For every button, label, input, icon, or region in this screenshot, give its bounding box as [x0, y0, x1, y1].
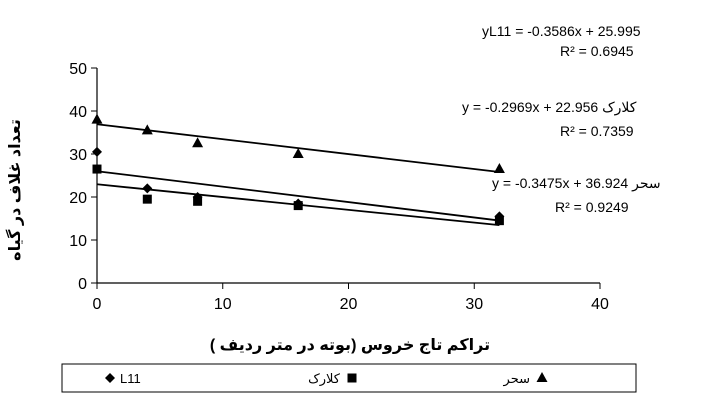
y-tick-label: 30	[69, 147, 87, 164]
r2-l11: R² = 0.6945	[560, 43, 634, 59]
r2-clark: R² = 0.7359	[560, 123, 634, 139]
x-tick-label: 0	[93, 296, 102, 313]
legend-items: L11 کلارک سحر	[105, 371, 548, 387]
point-diamond	[142, 183, 153, 194]
axes: 0 10 20 30 40 50 0 10 20 30 40	[69, 61, 609, 313]
x-tick-label: 10	[214, 296, 232, 313]
trendline-diamond	[96, 170, 500, 222]
data-points	[91, 113, 505, 226]
y-axis-title: تعداد غلاف در گیاه	[5, 119, 24, 261]
point-square	[142, 194, 152, 204]
equation-l11: yL11 = -0.3586x + 25.995	[482, 23, 641, 39]
point-square	[92, 164, 102, 174]
equation-labels: yL11 = -0.3586x + 25.995 R² = 0.6945 y =…	[462, 23, 661, 215]
point-triangle	[493, 163, 505, 174]
legend-label-square: کلارک	[308, 371, 341, 387]
y-tick-label: 40	[69, 104, 87, 121]
legend-label-diamond: L11	[120, 371, 141, 386]
point-square	[293, 201, 303, 211]
legend-marker-diamond	[105, 373, 115, 383]
point-square	[193, 196, 203, 206]
equation-clark: y = -0.2969x + 22.956 کلارک	[462, 99, 637, 116]
equation-sahar: y = -0.3475x + 36.924 سحر	[492, 175, 661, 192]
point-triangle	[141, 124, 153, 135]
point-triangle	[192, 137, 204, 148]
r2-sahar: R² = 0.9249	[555, 199, 629, 215]
y-tick-label: 20	[69, 190, 87, 207]
legend: L11 کلارک سحر	[61, 363, 637, 393]
x-tick-label: 30	[465, 296, 483, 313]
point-triangle	[91, 113, 103, 124]
x-tick-label: 40	[591, 296, 609, 313]
point-diamond	[92, 146, 102, 157]
x-axis-title: تراکم تاج خروس (بوته در متر ردیف )	[210, 337, 490, 354]
y-tick-label: 10	[69, 233, 87, 250]
x-tick-label: 20	[340, 296, 358, 313]
point-square	[494, 216, 504, 226]
y-tick-label: 50	[69, 61, 87, 78]
legend-marker-square	[347, 373, 357, 383]
legend-marker-triangle	[536, 372, 548, 382]
legend-label-triangle: سحر	[503, 371, 530, 387]
point-triangle	[292, 148, 304, 158]
y-tick-label: 0	[78, 276, 87, 293]
